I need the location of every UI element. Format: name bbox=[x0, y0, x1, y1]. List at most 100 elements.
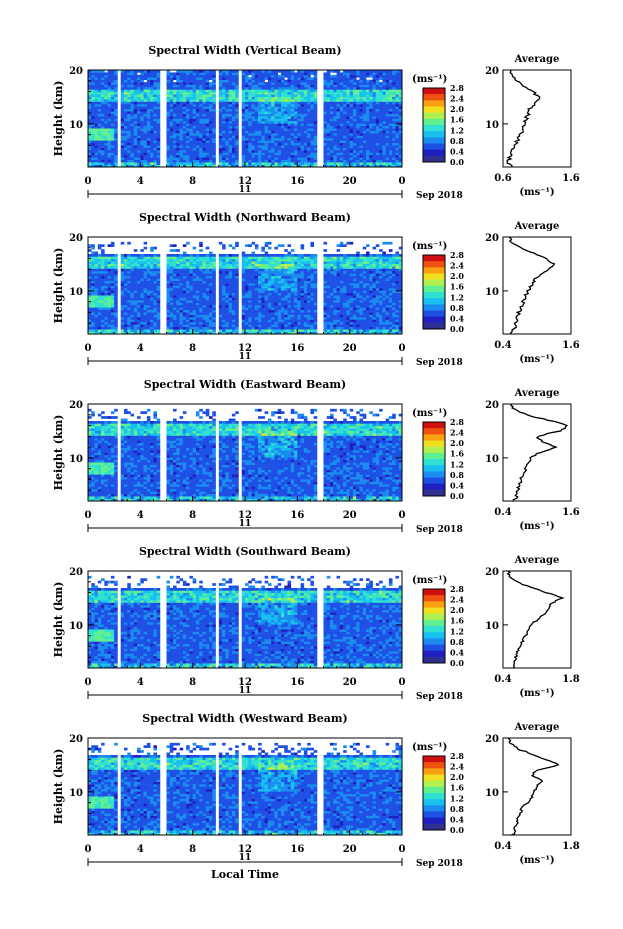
heatmap-cell bbox=[173, 258, 177, 262]
heatmap-cell bbox=[182, 82, 187, 85]
heatmap-cell bbox=[303, 133, 308, 136]
heatmap-cell bbox=[287, 103, 292, 107]
heatmap-cell bbox=[310, 150, 314, 153]
heatmap-cell bbox=[120, 108, 125, 112]
heatmap-cell bbox=[137, 268, 141, 272]
heatmap-cell bbox=[88, 150, 92, 153]
heatmap-cell bbox=[375, 72, 380, 76]
heatmap-cell bbox=[91, 133, 95, 136]
heatmap-cell bbox=[218, 123, 223, 127]
heatmap-cell bbox=[385, 164, 390, 168]
heatmap-cell bbox=[385, 123, 390, 127]
heatmap-cell bbox=[241, 89, 246, 93]
heatmap-cell bbox=[382, 96, 386, 100]
heatmap-cell bbox=[173, 309, 177, 313]
heatmap-cell bbox=[212, 317, 216, 320]
heatmap-cell bbox=[176, 283, 180, 286]
heatmap-cell bbox=[264, 108, 269, 112]
heatmap-cell bbox=[372, 72, 377, 76]
heatmap-cell bbox=[222, 317, 226, 320]
heatmap-cell bbox=[218, 106, 223, 110]
heatmap-cell bbox=[333, 91, 337, 95]
heatmap-cell bbox=[379, 130, 383, 134]
heatmap-cell bbox=[123, 304, 128, 308]
heatmap-cell bbox=[245, 125, 249, 129]
heatmap-cell bbox=[349, 140, 354, 144]
heatmap-cell bbox=[209, 94, 213, 97]
heatmap-cell bbox=[287, 84, 292, 88]
heatmap-cell bbox=[186, 312, 190, 315]
heatmap-cell bbox=[156, 329, 161, 332]
heatmap-cell bbox=[186, 152, 190, 156]
heatmap-cell bbox=[195, 273, 200, 277]
heatmap-cell bbox=[346, 128, 350, 131]
heatmap-cell bbox=[140, 256, 144, 260]
heatmap-cell bbox=[107, 99, 112, 102]
heatmap-cell bbox=[209, 326, 213, 330]
heatmap-cell bbox=[251, 82, 256, 85]
heatmap-cell bbox=[333, 145, 337, 148]
heatmap-cell bbox=[166, 130, 171, 134]
heatmap-cell bbox=[205, 312, 210, 315]
heatmap-cell bbox=[97, 302, 102, 306]
heatmap-cell bbox=[94, 290, 99, 294]
heatmap-cell bbox=[88, 82, 92, 85]
heatmap-cell bbox=[150, 96, 154, 100]
heatmap-cell bbox=[186, 137, 190, 141]
heatmap-cell bbox=[153, 275, 157, 279]
heatmap-cell bbox=[189, 162, 193, 165]
heatmap-cell bbox=[209, 157, 213, 161]
heatmap-cell bbox=[294, 77, 298, 80]
heatmap-cell bbox=[104, 125, 108, 129]
heatmap-cell bbox=[228, 106, 233, 110]
heatmap-cell bbox=[290, 120, 295, 124]
panel-title: Spectral Width (Northward Beam) bbox=[139, 211, 351, 224]
heatmap-cell bbox=[182, 145, 187, 148]
heatmap-cell bbox=[182, 154, 187, 158]
heatmap-cell bbox=[228, 86, 233, 90]
heatmap-cell bbox=[137, 133, 141, 136]
heatmap-cell bbox=[274, 94, 279, 97]
heatmap-cell bbox=[199, 84, 203, 88]
heatmap-cell bbox=[290, 125, 295, 129]
heatmap-cell bbox=[245, 147, 249, 151]
average-y-tick-label: 20 bbox=[485, 66, 499, 77]
heatmap-cell bbox=[156, 275, 161, 279]
heatmap-cell bbox=[251, 150, 256, 153]
heatmap-cell bbox=[267, 133, 272, 136]
heatmap-cell bbox=[225, 103, 229, 107]
heatmap-cell bbox=[300, 152, 305, 156]
heatmap-cell bbox=[254, 108, 259, 112]
heatmap-cell bbox=[104, 108, 108, 112]
heatmap-cell bbox=[202, 266, 207, 269]
heatmap-cell bbox=[127, 304, 131, 308]
heatmap-cell bbox=[110, 152, 115, 156]
heatmap-cell bbox=[91, 74, 95, 78]
heatmap-cell bbox=[379, 154, 383, 158]
heatmap-cell bbox=[280, 72, 285, 76]
heatmap-cell bbox=[137, 278, 141, 281]
heatmap-cell bbox=[120, 295, 125, 298]
heatmap-cell bbox=[267, 72, 272, 76]
heatmap-cell bbox=[104, 118, 108, 122]
heatmap-cell bbox=[323, 89, 328, 93]
heatmap-cell bbox=[248, 111, 252, 114]
heatmap-cell bbox=[254, 123, 259, 127]
heatmap-cell bbox=[104, 145, 108, 148]
heatmap-cell bbox=[339, 142, 344, 146]
heatmap-cell bbox=[382, 157, 386, 161]
heatmap-cell bbox=[192, 300, 197, 303]
heatmap-cell bbox=[120, 145, 125, 148]
heatmap-cell bbox=[294, 113, 298, 117]
heatmap-cell bbox=[343, 137, 347, 141]
heatmap-cell bbox=[150, 309, 154, 313]
heatmap-cell bbox=[91, 283, 95, 286]
heatmap-cell bbox=[97, 84, 102, 88]
heatmap-cell bbox=[156, 72, 161, 76]
heatmap-cell bbox=[352, 113, 357, 117]
heatmap-cell bbox=[110, 297, 115, 301]
heatmap-cell bbox=[94, 123, 99, 127]
heatmap-cell bbox=[294, 79, 298, 83]
heatmap-cell bbox=[137, 304, 141, 308]
heatmap-cell bbox=[336, 84, 341, 88]
